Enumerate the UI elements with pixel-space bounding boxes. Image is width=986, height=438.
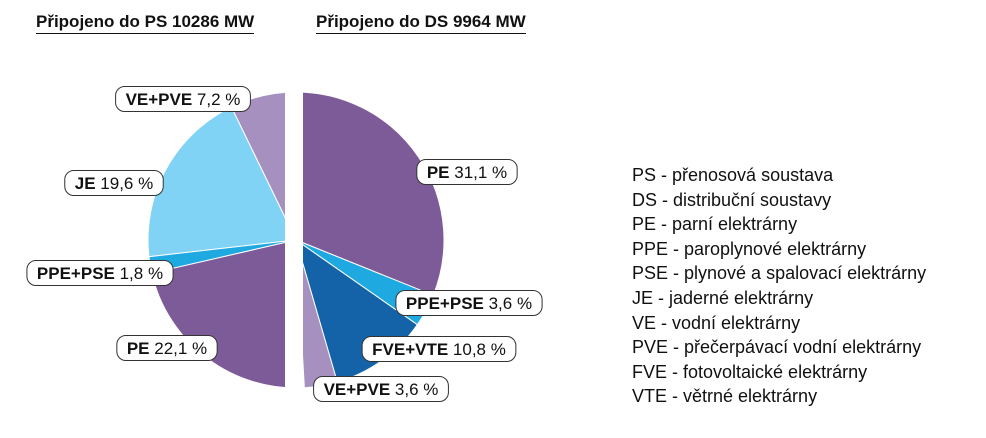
svg-text:PPE+PSE 1,8 %: PPE+PSE 1,8 % [37, 264, 163, 283]
svg-text:PE 31,1 %: PE 31,1 % [427, 163, 507, 182]
legend-item: JE - jaderné elektrárny [632, 287, 814, 308]
ds-slice-label-fve-vte: FVE+VTE 10,8 % [361, 336, 517, 362]
ds-slice-label-pe: PE 31,1 % [416, 159, 518, 185]
svg-text:PPE+PSE 3,6 %: PPE+PSE 3,6 % [406, 294, 532, 313]
legend-item: PVE - přečerpávací vodní elektrárny [632, 337, 922, 358]
legend-item: DS - distribuční soustavy [632, 189, 832, 210]
ds-slice-pe [295, 91, 445, 296]
ps-pie-title: Připojeno do PS 10286 MW [36, 12, 255, 34]
legend-item: FVE - fotovoltaické elektrárny [632, 361, 868, 382]
ps-slice-label-je: JE 19,6 % [64, 170, 164, 196]
svg-text:JE 19,6 %: JE 19,6 % [75, 174, 153, 193]
ds-slice-label-ve-pve: VE+PVE 3,6 % [313, 376, 449, 402]
ps-slice-je [147, 106, 297, 258]
legend-item: PS - přenosová soustava [632, 165, 834, 185]
ds-pie-title: Připojeno do DS 9964 MW [316, 12, 526, 34]
svg-text:PE 22,1 %: PE 22,1 % [127, 339, 207, 358]
legend-item: VE - vodní elektrárny [632, 312, 801, 333]
ps-slice-label-ve-pve: VE+PVE 7,2 % [115, 86, 251, 112]
ps-slice-label-pe: PE 22,1 % [116, 335, 218, 361]
svg-text:VE+PVE 7,2 %: VE+PVE 7,2 % [126, 90, 241, 109]
svg-text:VE+PVE 3,6 %: VE+PVE 3,6 % [324, 380, 439, 399]
legend-item: PPE - paroplynové elektrárny [632, 238, 867, 259]
legend-item: PSE - plynové a spalovací elektrárny [632, 263, 927, 284]
ps-slice-label-ppe-pse: PPE+PSE 1,8 % [26, 260, 174, 286]
svg-text:FVE+VTE 10,8 %: FVE+VTE 10,8 % [372, 340, 506, 359]
ds-slice-label-ppe-pse: PPE+PSE 3,6 % [395, 290, 543, 316]
legend-item: VTE - větrné elektrárny [632, 386, 818, 407]
legend-item: PE - parní elektrárny [632, 214, 798, 235]
pie-separator [285, 86, 303, 394]
abbreviation-legend: PS - přenosová soustava DS - distribuční… [632, 163, 926, 409]
